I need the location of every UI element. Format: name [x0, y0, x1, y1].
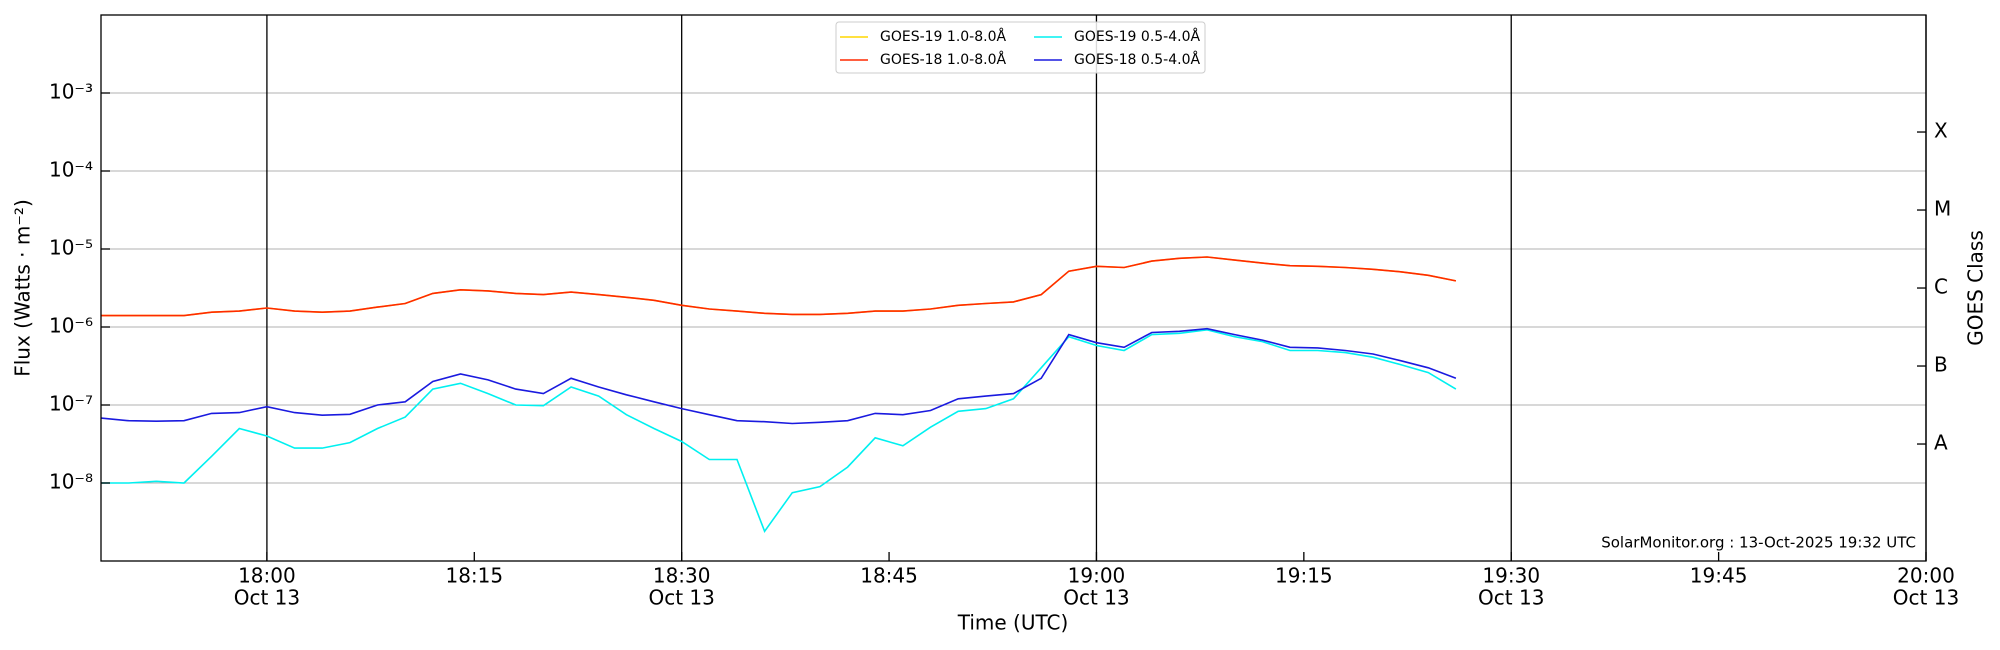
x-tick-label: 20:00: [1897, 564, 1955, 588]
x-tick-label: Oct 13: [234, 586, 300, 610]
y-tick-label: 10⁻⁵: [49, 236, 93, 260]
legend-label: GOES-18 1.0-8.0Å: [880, 51, 1006, 68]
y2-tick-label: C: [1934, 275, 1948, 299]
y-tick-label: 10⁻⁸: [49, 470, 93, 494]
series-line: [101, 328, 1457, 533]
annotation: SolarMonitor.org : 13-Oct-2025 19:32 UTC: [1601, 534, 1916, 552]
y-tick-label: 10⁻⁴: [49, 158, 93, 182]
x-tick-label: 18:30: [653, 564, 711, 588]
x-tick-label: 19:45: [1690, 564, 1748, 588]
x-tick-label: Oct 13: [1478, 586, 1544, 610]
series-line: [101, 256, 1457, 317]
x-tick-label: 18:15: [445, 564, 503, 588]
x-tick-label: 18:45: [860, 564, 918, 588]
y-axis-title: Flux (Watts · m⁻²): [11, 199, 35, 377]
series-line: [100, 327, 1457, 425]
y2-axis-title: GOES Class: [1964, 230, 1988, 346]
y2-tick-label: X: [1934, 119, 1948, 143]
y2-tick-label: M: [1934, 197, 1951, 221]
x-tick-label: 19:15: [1275, 564, 1333, 588]
y2-tick-label: A: [1934, 431, 1948, 455]
y2-tick-label: B: [1934, 353, 1948, 377]
x-tick-label: 19:30: [1482, 564, 1540, 588]
x-tick-label: Oct 13: [648, 586, 714, 610]
x-tick-label: 19:00: [1068, 564, 1126, 588]
legend-box: [835, 21, 1206, 74]
legend-label: GOES-18 0.5-4.0Å: [1074, 51, 1200, 68]
y-tick-label: 10⁻⁷: [49, 392, 93, 416]
x-tick-label: Oct 13: [1063, 586, 1129, 610]
x-axis-title: Time (UTC): [957, 611, 1069, 635]
legend: GOES-19 1.0-8.0Å GOES-18 1.0-8.0Å GOES-19 …: [835, 21, 1206, 74]
y-tick-label: 10⁻³: [49, 80, 93, 104]
x-tick-label: Oct 13: [1893, 586, 1959, 610]
y-tick-label: 10⁻⁶: [49, 314, 93, 338]
x-tick-label: 18:00: [238, 564, 296, 588]
legend-label: GOES-19 0.5-4.0Å: [1074, 28, 1200, 45]
legend-label: GOES-19 1.0-8.0Å: [880, 28, 1006, 45]
plot-lines: [100, 256, 1457, 533]
